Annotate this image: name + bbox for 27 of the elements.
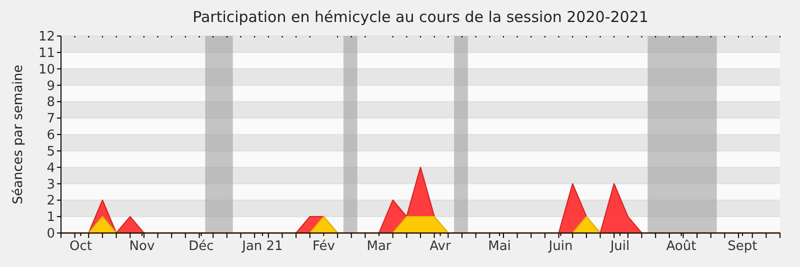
y-tick-label: 5 bbox=[46, 144, 55, 160]
x-tick-label: Juin bbox=[548, 239, 573, 254]
y-tick-label: 11 bbox=[38, 46, 55, 61]
y-tick-label: 9 bbox=[46, 78, 55, 94]
x-tick-label: Mai bbox=[488, 239, 511, 254]
x-tick-label: Jan 21 bbox=[241, 239, 283, 254]
y-tick-label: 2 bbox=[46, 194, 55, 209]
y-tick-label: 7 bbox=[46, 112, 55, 127]
x-tick-label: Avr bbox=[430, 239, 452, 254]
y-tick-label: 3 bbox=[46, 177, 55, 192]
x-tick-label: Août bbox=[666, 239, 696, 254]
chart-title: Participation en hémicycle au cours de la session 2020-2021 bbox=[192, 8, 648, 26]
x-tick-label: Fév bbox=[312, 239, 336, 254]
x-tick-label: Sept bbox=[728, 239, 758, 254]
y-tick-label: 1 bbox=[46, 210, 55, 226]
x-tick-label: Juil bbox=[609, 239, 630, 254]
y-tick-label: 8 bbox=[46, 95, 55, 110]
y-axis-title: Séances par semaine bbox=[11, 64, 26, 204]
y-tick-label: 4 bbox=[46, 160, 55, 176]
y-tick-label: 12 bbox=[38, 30, 55, 45]
y-tick-label: 10 bbox=[38, 62, 55, 78]
x-tick-label: Nov bbox=[129, 239, 155, 254]
y-tick-label: 6 bbox=[46, 128, 55, 144]
x-tick-label: Mar bbox=[366, 239, 392, 254]
x-tick-label: Déc bbox=[188, 239, 214, 254]
x-tick-label: Oct bbox=[70, 239, 92, 254]
y-tick-label: 0 bbox=[46, 226, 55, 242]
